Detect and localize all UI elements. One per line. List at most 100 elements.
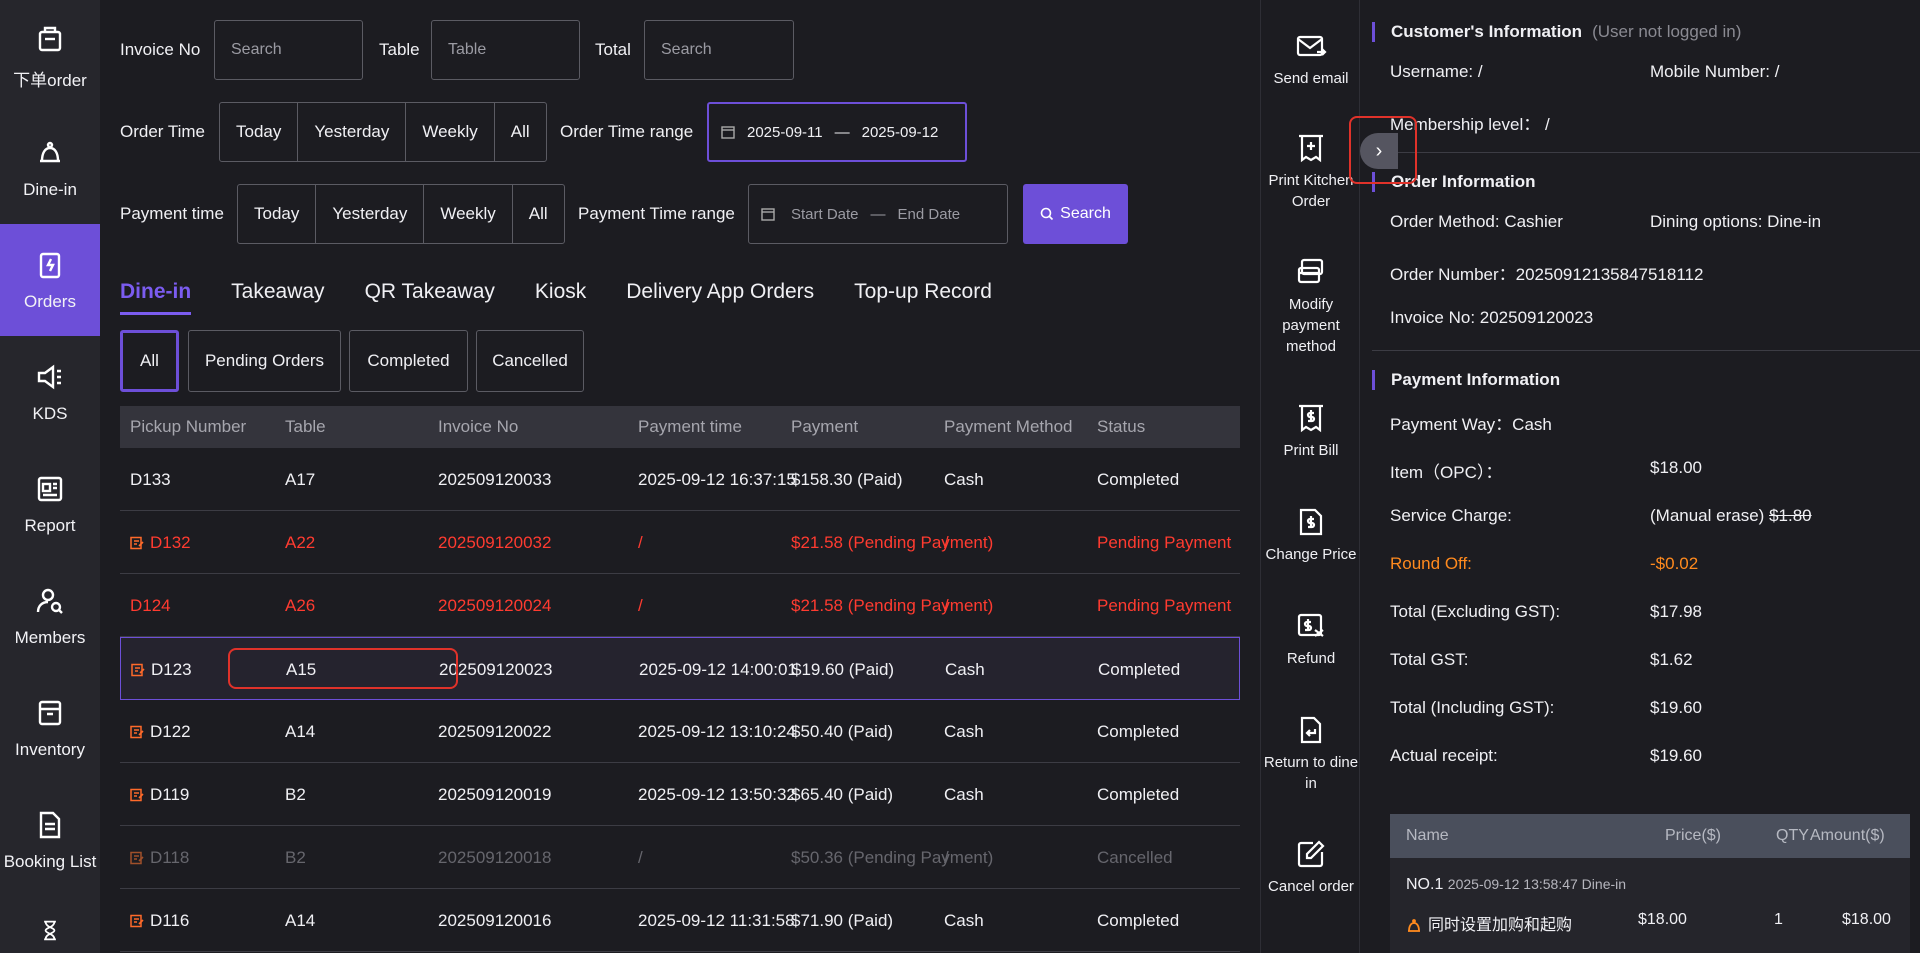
- table-row[interactable]: D123 A15 202509120023 2025-09-12 14:00:01 $1…: [120, 637, 1240, 700]
- cell-table-text: A22: [285, 532, 316, 552]
- payment-time-yesterday[interactable]: Yesterday: [316, 185, 425, 243]
- calendar-icon: [761, 208, 775, 221]
- service-charge-value: (Manual erase) $1.80: [1650, 506, 1812, 525]
- note-edit-icon: [130, 851, 144, 864]
- tab-dine-in[interactable]: Dine-in: [120, 280, 192, 315]
- cell-payment: $158.30 (Paid): [791, 448, 941, 511]
- print-bill-button[interactable]: Print Bill: [1261, 402, 1361, 461]
- nav-members[interactable]: Members: [0, 560, 100, 672]
- send-email-button[interactable]: Send email: [1261, 30, 1361, 89]
- payment-date-range[interactable]: Start Date — End Date: [748, 184, 1008, 244]
- change-price-button[interactable]: Change Price: [1261, 506, 1361, 565]
- item-name: 同时设置加购和起购: [1406, 911, 1572, 935]
- cell-time: /: [638, 511, 778, 574]
- payment-range-label: Payment Time range: [578, 204, 735, 223]
- print-kitchen-order-button[interactable]: Print Kitchen Order: [1261, 132, 1361, 212]
- payment-time-all[interactable]: All: [528, 204, 548, 223]
- payment-time-today[interactable]: Today: [238, 185, 317, 243]
- tab-delivery-app-orders[interactable]: Delivery App Orders: [626, 280, 815, 303]
- divider: [1372, 350, 1920, 351]
- cell-payment: $50.36 (Pending Payment): [791, 826, 993, 889]
- nav-report[interactable]: Report: [0, 448, 100, 560]
- table-row[interactable]: D124 A26 202509120024/$21.58 (Pending Paym…: [120, 574, 1240, 637]
- item-label: Item（OPC）：: [1390, 463, 1503, 482]
- total-excl-gst-label: Total (Excluding GST):: [1390, 602, 1561, 621]
- cell-payment: $65.40 (Paid): [791, 763, 941, 826]
- cell-payment-text: $158.30 (Paid): [791, 469, 903, 489]
- cell-table: B2: [285, 826, 306, 889]
- table-row[interactable]: D122 A14 202509120022 2025-09-12 13:10:24 $5…: [120, 700, 1240, 763]
- cell-payment-text: $71.90 (Paid): [791, 910, 894, 930]
- table-row[interactable]: D119 B2 202509120019 2025-09-12 13:50:32 $65…: [120, 763, 1240, 826]
- tab-kiosk[interactable]: Kiosk: [534, 280, 587, 303]
- order-time-weekly[interactable]: Weekly: [406, 103, 495, 161]
- nav-kds[interactable]: KDS: [0, 336, 100, 448]
- tab-takeaway[interactable]: Takeaway: [231, 280, 325, 303]
- subtab-cancelled[interactable]: Cancelled: [476, 330, 584, 392]
- cell-table: A15: [286, 638, 316, 701]
- subtab-all[interactable]: All: [120, 330, 179, 392]
- dining-options: Dining options: Dine-in: [1650, 212, 1822, 231]
- nav-orders[interactable]: Orders: [0, 224, 100, 336]
- table-row[interactable]: D132 A22 202509120032/$21.58 (Pending Paym…: [120, 511, 1240, 574]
- cell-method-text: Cash: [944, 910, 984, 930]
- tab-qr-takeaway[interactable]: QR Takeaway: [364, 280, 495, 303]
- subtab-pending-orders[interactable]: Pending Orders: [188, 330, 341, 392]
- cell-pickup-text: D116: [150, 910, 190, 930]
- cell-status-text: Pending Payment: [1097, 595, 1232, 615]
- table-search-input[interactable]: Table: [431, 20, 580, 80]
- modify-payment-method-button[interactable]: Modify payment method: [1261, 256, 1361, 357]
- subtab-completed[interactable]: Completed: [349, 330, 468, 392]
- nav-dine-in[interactable]: Dine-in: [0, 112, 100, 224]
- cell-method: Cash: [944, 700, 984, 763]
- payment-time-weekly[interactable]: Weekly: [424, 185, 513, 243]
- header-table: Table: [285, 417, 326, 436]
- table-row[interactable]: D133 A17 202509120033 2025-09-12 16:37:15 $1…: [120, 448, 1240, 511]
- order-time-today[interactable]: Today: [220, 103, 299, 161]
- bell-icon: [1408, 918, 1420, 932]
- table-row[interactable]: D118 B2 202509120018/$50.36 (Pending Payme…: [120, 826, 1240, 889]
- order-date-range[interactable]: 2025-09-11 — 2025-09-12: [707, 102, 967, 162]
- item-price: $18.00: [1638, 911, 1687, 928]
- return-to-dine-in-button[interactable]: Return to dine in: [1261, 714, 1361, 794]
- refund-button[interactable]: Refund: [1261, 610, 1361, 669]
- cancel-order-button[interactable]: Cancel order: [1261, 838, 1361, 897]
- cell-table: A22: [285, 511, 315, 574]
- invoice-search-input[interactable]: Search: [214, 20, 363, 80]
- cell-time: 2025-09-12 13:50:32: [638, 763, 796, 826]
- cell-time: 2025-09-12 14:00:01: [639, 638, 797, 701]
- cell-status: Completed: [1097, 889, 1227, 952]
- total-search-input[interactable]: Search: [644, 20, 794, 80]
- cell-payment-text: $19.60 (Paid): [792, 659, 895, 679]
- cell-invoice-text: 202509120019: [438, 784, 552, 804]
- actual-receipt-value: $19.60: [1650, 746, 1702, 765]
- cell-invoice-text: 202509120022: [438, 721, 552, 741]
- cell-time-text: /: [638, 532, 643, 552]
- nav-order[interactable]: 下单order: [0, 0, 100, 112]
- cell-time: 2025-09-12 11:31:58: [638, 889, 795, 952]
- left-nav: 下单order Dine-in Orders KDS Report Member…: [0, 0, 100, 953]
- total-gst-label: Total GST:: [1390, 650, 1469, 669]
- nav-inventory[interactable]: Inventory: [0, 672, 100, 784]
- bell-icon: [40, 141, 60, 163]
- search-button[interactable]: Search: [1023, 184, 1128, 244]
- order-time-all[interactable]: All: [510, 122, 530, 141]
- invoice-number: Invoice No: 202509120023: [1390, 308, 1594, 327]
- item-amount: $18.00: [1842, 911, 1891, 928]
- actual-receipt-label: Actual receipt:: [1390, 746, 1498, 765]
- document-icon: [39, 811, 61, 839]
- note-edit-icon: [130, 788, 144, 801]
- cell-time-text: /: [638, 847, 643, 867]
- mail-icon: [1296, 35, 1327, 57]
- cell-table: A26: [285, 574, 315, 637]
- tab-top-up-record[interactable]: Top-up Record: [854, 280, 992, 303]
- round-off-value: -$0.02: [1650, 554, 1699, 573]
- table-row[interactable]: D116 A14 202509120016 2025-09-12 11:31:58 $7…: [120, 889, 1240, 952]
- order-time-yesterday[interactable]: Yesterday: [298, 103, 407, 161]
- cell-method: Cash: [945, 638, 985, 701]
- cell-table-text: B2: [285, 784, 306, 804]
- nav-booking-list[interactable]: Booking List: [0, 784, 100, 896]
- collapse-panel-button[interactable]: ›: [1360, 133, 1398, 169]
- invoice-label: Invoice No: [120, 40, 201, 59]
- nav-hourglass[interactable]: [0, 896, 100, 953]
